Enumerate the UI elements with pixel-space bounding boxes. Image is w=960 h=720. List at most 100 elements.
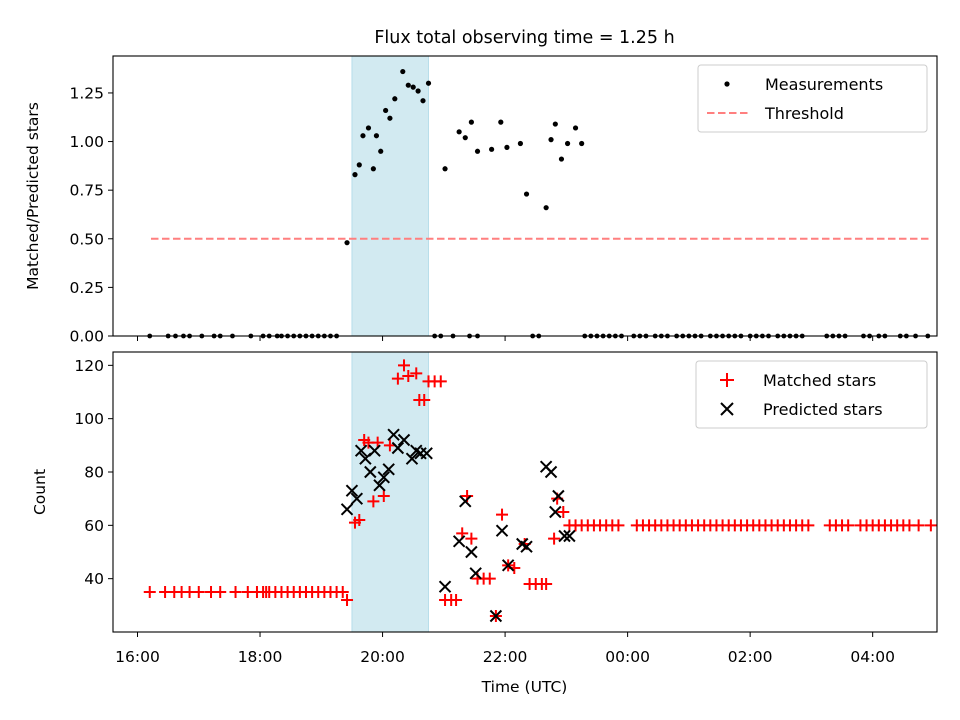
matched-star-point xyxy=(434,375,447,388)
legend-matched-label: Matched stars xyxy=(763,371,876,390)
y-tick-label: 80 xyxy=(84,464,104,482)
predicted-star-point xyxy=(558,529,571,543)
y-tick-label: 0.50 xyxy=(69,230,104,248)
measurement-point xyxy=(474,148,481,154)
matched-star-point xyxy=(263,586,276,598)
measurement-point xyxy=(400,68,406,75)
measurement-point xyxy=(552,121,558,127)
matched-star-point xyxy=(192,586,205,598)
predicted-star-point xyxy=(354,444,368,457)
predicted-star-point xyxy=(465,545,478,559)
predicted-star-point xyxy=(495,524,509,537)
predicted-star-point xyxy=(364,465,377,479)
matched-star-point xyxy=(341,594,354,606)
predicted-star-point xyxy=(552,489,565,503)
count-shaded-interval xyxy=(351,351,430,633)
matched-star-point xyxy=(377,490,390,502)
count-axes-frame xyxy=(112,351,938,633)
matched-star-point xyxy=(353,514,366,526)
measurement-point xyxy=(456,129,462,135)
measurement-point xyxy=(468,119,474,125)
matched-star-point xyxy=(367,495,380,508)
measurement-point xyxy=(360,133,366,139)
predicted-star-point xyxy=(544,465,558,479)
measurement-point xyxy=(543,205,549,211)
predicted-star-point xyxy=(438,580,452,593)
ratio-legend-frame xyxy=(697,64,928,133)
predicted-star-point xyxy=(340,503,354,516)
measurement-point xyxy=(410,84,416,90)
matched-star-point xyxy=(391,372,404,385)
y-tick-label: 60 xyxy=(84,517,104,535)
predicted-star-point xyxy=(377,471,390,484)
measurement-point xyxy=(378,148,384,154)
measurement-point xyxy=(405,82,411,88)
ratio-axes-frame xyxy=(112,55,938,337)
y-tick-label: 0.00 xyxy=(69,328,104,346)
measurement-point xyxy=(370,166,376,172)
legend-matched-marker xyxy=(720,373,734,387)
predicted-star-point xyxy=(345,484,359,497)
matched-star-point xyxy=(612,519,625,532)
predicted-star-point xyxy=(469,567,482,580)
measurement-point xyxy=(387,115,393,121)
ratio-legend: Measurements Threshold xyxy=(697,64,928,133)
count-predicted-series xyxy=(340,428,576,623)
measurement-point xyxy=(373,133,380,139)
x-tick-label: 02:00 xyxy=(728,648,773,666)
x-tick-label: 00:00 xyxy=(605,648,650,666)
matched-star-point xyxy=(214,586,227,598)
count-legend: Matched stars Predicted stars xyxy=(695,360,928,429)
x-tick-label: 20:00 xyxy=(360,648,405,666)
ratio-x-ticks xyxy=(137,336,874,341)
x-tick-label: 22:00 xyxy=(483,648,528,666)
matched-star-point xyxy=(802,519,815,532)
y-tick-label: 100 xyxy=(74,410,104,428)
x-axis-label: Time (UTC) xyxy=(481,678,568,696)
legend-measurements-label: Measurements xyxy=(765,75,883,94)
measurement-point xyxy=(425,80,432,86)
predicted-star-point xyxy=(368,444,381,457)
measurement-point xyxy=(392,96,398,102)
count-legend-frame xyxy=(695,360,928,429)
matched-star-point xyxy=(924,519,937,532)
legend-threshold-label: Threshold xyxy=(764,104,844,123)
measurement-point xyxy=(523,191,530,197)
y-tick-label: 0.25 xyxy=(69,279,104,297)
legend-predicted-label: Predicted stars xyxy=(763,400,883,419)
predicted-star-point xyxy=(350,492,364,505)
measurement-point xyxy=(442,166,448,172)
y-tick-label: 120 xyxy=(74,357,104,375)
measurement-point xyxy=(564,140,571,147)
measurement-point xyxy=(365,125,372,131)
ratio-panel: 0.00 0.25 0.50 0.75 1.00 1.25 Matched/Predict… xyxy=(24,55,938,346)
predicted-star-point xyxy=(420,447,433,460)
matched-star-point xyxy=(842,519,855,532)
matched-star-point xyxy=(483,572,496,585)
predicted-star-point xyxy=(520,540,533,553)
x-tick-label: 16:00 xyxy=(115,648,160,666)
predicted-star-point xyxy=(373,479,386,492)
predicted-star-point xyxy=(382,463,395,476)
matched-star-point xyxy=(557,506,570,518)
matched-star-point xyxy=(912,519,925,532)
measurement-point xyxy=(572,125,579,131)
predicted-star-point xyxy=(452,535,466,548)
measurement-point xyxy=(548,137,554,143)
matched-star-point xyxy=(496,508,509,521)
chart-title: Flux total observing time = 1.25 h xyxy=(374,28,674,48)
measurement-point xyxy=(420,98,426,104)
matched-star-point xyxy=(548,532,561,545)
ratio-shaded-interval xyxy=(351,55,430,337)
matched-star-point xyxy=(410,367,423,380)
measurement-point xyxy=(383,107,389,114)
measurement-point xyxy=(504,144,510,150)
legend-predicted-marker xyxy=(720,402,734,416)
matched-star-point xyxy=(465,532,478,545)
measurement-point xyxy=(415,88,421,94)
matched-star-point xyxy=(143,586,156,598)
x-tick-label: 18:00 xyxy=(238,648,283,666)
measurement-point xyxy=(462,135,468,141)
predicted-star-point xyxy=(489,609,503,623)
